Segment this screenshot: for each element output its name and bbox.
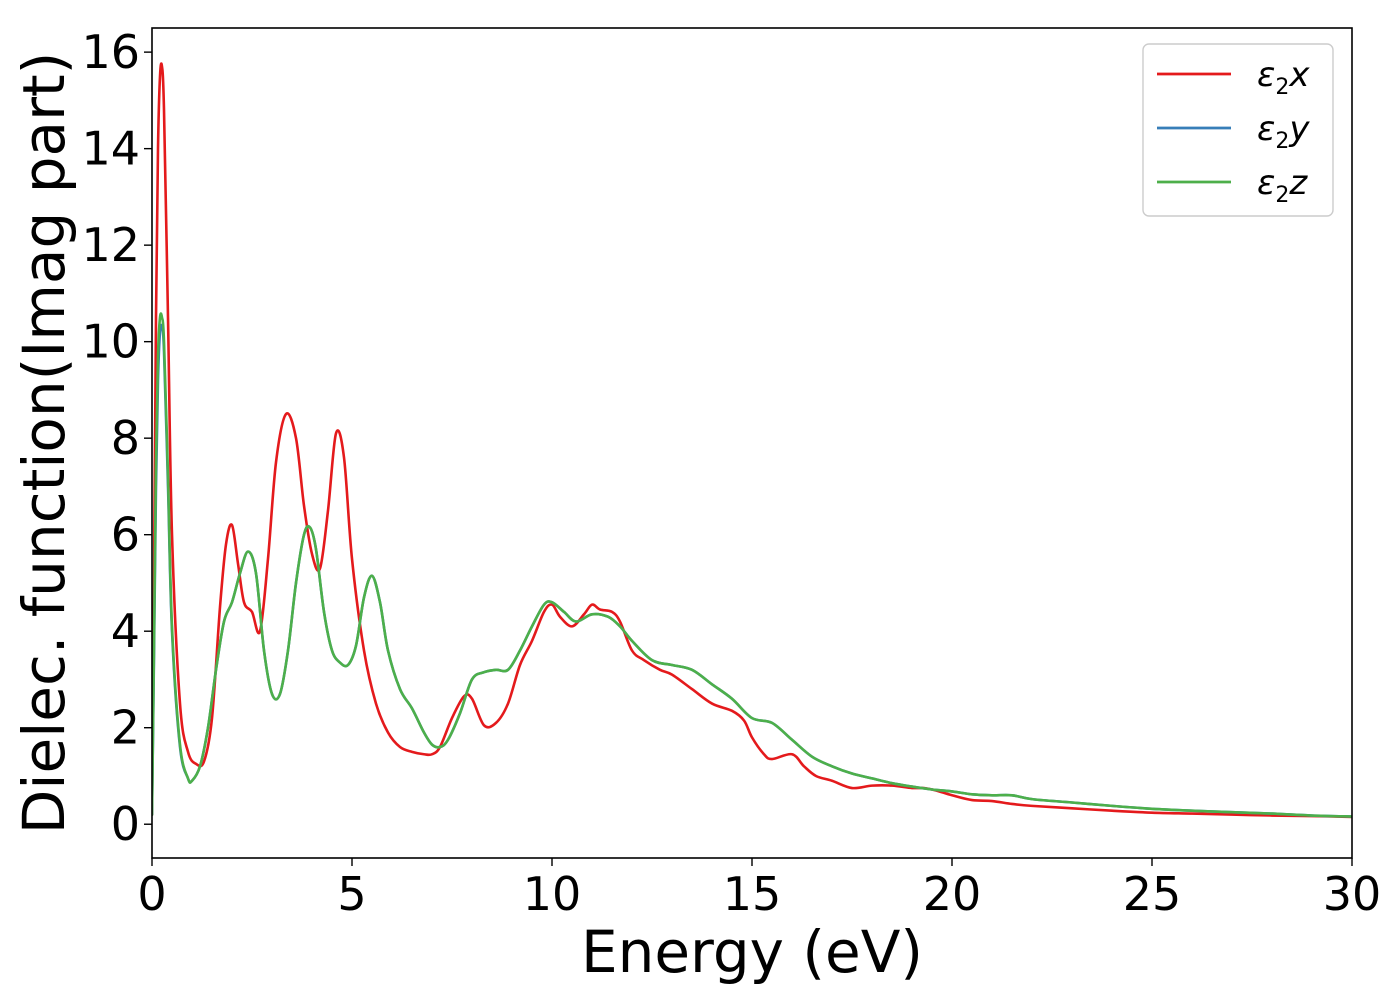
series-line-z xyxy=(152,312,1352,818)
x-axis-ticks: 0 5 10 15 20 25 30 xyxy=(137,858,1381,921)
legend-box xyxy=(1142,43,1334,217)
y-tick-label: 14 xyxy=(81,122,140,176)
x-axis-title: Energy (eV) xyxy=(581,918,923,986)
x-tick-label: 10 xyxy=(523,867,582,921)
legend-label: ε2x xyxy=(1257,55,1310,100)
y-axis-ticks: 0 2 4 6 8 10 12 14 16 xyxy=(81,25,152,851)
series-layer xyxy=(152,62,1352,819)
y-axis-title: Dielec. function(Imag part) xyxy=(10,52,78,835)
legend-label: ε2z xyxy=(1257,163,1308,208)
y-tick-label: 12 xyxy=(81,218,140,272)
x-tick-label: 25 xyxy=(1123,867,1182,921)
y-tick-label: 2 xyxy=(111,701,140,755)
x-tick-label: 30 xyxy=(1323,867,1382,921)
x-tick-label: 0 xyxy=(137,867,166,921)
series-line-y xyxy=(152,323,1352,818)
x-tick-label: 5 xyxy=(337,867,366,921)
y-tick-label: 0 xyxy=(111,797,140,851)
y-tick-label: 8 xyxy=(111,411,140,465)
legend: ε2x ε2y ε2z xyxy=(1142,43,1334,217)
x-tick-label: 15 xyxy=(723,867,782,921)
y-tick-label: 16 xyxy=(81,25,140,79)
y-tick-label: 6 xyxy=(111,508,140,562)
legend-label: ε2y xyxy=(1257,109,1310,154)
y-tick-label: 10 xyxy=(81,315,140,369)
y-tick-label: 4 xyxy=(111,604,140,658)
x-tick-label: 20 xyxy=(923,867,982,921)
